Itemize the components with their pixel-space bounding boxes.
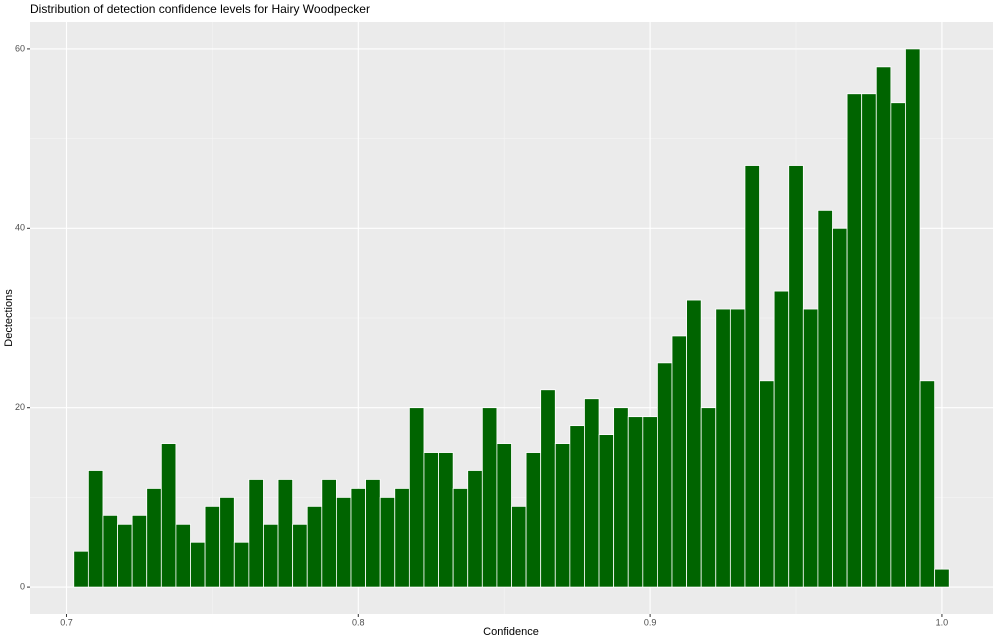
bar: [219, 496, 235, 588]
bar: [919, 380, 936, 588]
y-tick-label: 40: [15, 223, 25, 233]
bar: [861, 93, 877, 588]
bar: [379, 496, 396, 588]
bar: [306, 505, 323, 588]
bar: [467, 470, 483, 588]
bar: [263, 523, 279, 588]
bar: [598, 434, 615, 588]
bar: [788, 165, 804, 588]
bar: [321, 479, 337, 588]
bar: [832, 227, 848, 588]
bar: [87, 470, 104, 588]
bar: [817, 209, 833, 588]
bar: [248, 479, 264, 588]
bar: [613, 407, 629, 588]
bar: [423, 452, 439, 588]
bar: [233, 541, 250, 588]
bar: [438, 452, 454, 588]
bar: [554, 443, 571, 588]
y-tick-label: 20: [15, 402, 25, 412]
bar: [846, 93, 863, 588]
bar: [102, 514, 118, 588]
bar: [350, 488, 366, 588]
bar: [117, 523, 133, 588]
bar: [627, 416, 644, 588]
bar: [452, 488, 469, 588]
bar: [540, 389, 556, 588]
bar: [773, 290, 790, 588]
bar: [802, 308, 819, 588]
x-axis-label: Confidence: [483, 626, 539, 638]
x-tick-label: 0.8: [352, 617, 365, 627]
bar: [175, 523, 191, 588]
bar: [481, 407, 498, 588]
x-tick-label: 1.0: [936, 617, 949, 627]
y-tick-label: 0: [20, 581, 25, 591]
bar: [190, 541, 206, 588]
bar: [408, 407, 425, 588]
bar: [146, 488, 162, 588]
bar: [204, 505, 221, 588]
bar: [875, 66, 892, 588]
bar: [394, 488, 410, 588]
bar: [569, 425, 585, 588]
bar: [525, 452, 542, 588]
bar: [890, 102, 906, 588]
bar: [160, 443, 177, 588]
bar: [131, 514, 148, 588]
bar: [336, 496, 352, 588]
bar: [686, 299, 702, 588]
bar: [934, 568, 950, 588]
bar: [496, 443, 512, 588]
bar: [715, 308, 731, 588]
bar: [642, 416, 658, 588]
bar: [584, 398, 600, 588]
chart-title: Distribution of detection confidence lev…: [30, 2, 370, 16]
bar: [671, 335, 687, 588]
bar: [729, 308, 746, 588]
y-axis-label: Dectections: [3, 289, 15, 347]
x-tick-label: 0.9: [644, 617, 657, 627]
bar: [73, 550, 89, 588]
bar: [759, 380, 775, 588]
bar: [511, 505, 527, 588]
bar: [277, 479, 294, 588]
y-tick-label: 60: [15, 43, 25, 53]
bar: [657, 362, 673, 588]
bar: [905, 48, 921, 588]
bar: [700, 407, 717, 588]
bar: [292, 523, 308, 588]
bar: [365, 479, 381, 588]
bar: [744, 165, 760, 588]
x-tick-label: 0.7: [60, 617, 73, 627]
